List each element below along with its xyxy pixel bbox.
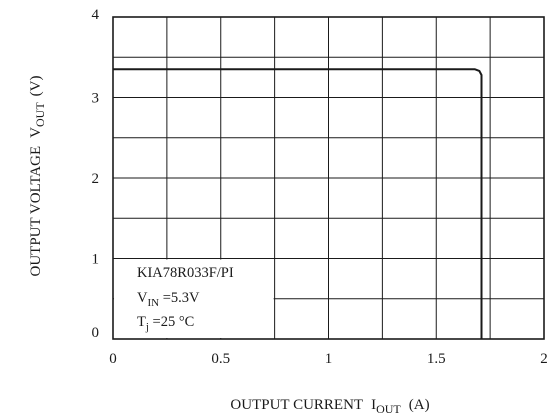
annotation-vin-value: =5.3V [159, 290, 200, 306]
x-tick-label: 0 [109, 351, 117, 367]
y-tick-label: 1 [92, 252, 100, 268]
plot-border [112, 16, 545, 340]
annotation-tj: Tj =25 °C [137, 314, 194, 333]
x-axis-title: OUTPUT CURRENT IOUT (A) [230, 397, 429, 416]
y-tick-label: 2 [92, 171, 100, 187]
y-axis-title-main: OUTPUT VOLTAGE [28, 146, 44, 277]
x-tick-label: 1 [325, 351, 333, 367]
annotation-tj-subscript: j [145, 321, 149, 333]
series-line-0 [113, 68, 483, 339]
y-tick-label: 0 [92, 325, 100, 341]
annotation-tj-value: =25 °C [149, 314, 194, 330]
annotation-vin-subscript: IN [147, 297, 159, 309]
annotation-vin: VIN =5.3V [137, 290, 200, 309]
x-axis-title-symbol: I [371, 397, 376, 413]
x-axis-title-unit: (A) [409, 397, 430, 413]
y-tick-label: 3 [92, 91, 100, 107]
x-tick-label: 0.5 [211, 351, 230, 367]
annotation-device: KIA78R033F/PI [137, 265, 234, 281]
y-tick-label: 4 [92, 7, 100, 23]
y-axis-title-subscript: OUT [33, 102, 47, 127]
plot-frame [112, 16, 545, 340]
annotation-vin-symbol: V [137, 290, 148, 306]
annotation-tj-symbol: T [137, 314, 146, 330]
y-tick-labels: 0 1 2 3 4 [92, 7, 100, 341]
x-tick-label: 2 [540, 351, 548, 367]
grid-lines [113, 17, 544, 339]
x-tick-label: 1.5 [427, 351, 446, 367]
y-axis-title-unit: (V) [28, 76, 44, 97]
series-layer [113, 68, 483, 339]
x-tick-labels: 0 0.5 1 1.5 2 [109, 351, 548, 367]
y-axis-title-symbol: V [28, 127, 44, 138]
annotation-box-background [114, 259, 274, 338]
y-axis-title: OUTPUT VOLTAGE VOUT (V) [28, 76, 47, 277]
annotation-box: KIA78R033F/PI VIN =5.3V Tj =25 °C [137, 265, 234, 333]
x-axis-title-subscript: OUT [376, 402, 401, 416]
x-axis-title-main: OUTPUT CURRENT [230, 397, 363, 413]
